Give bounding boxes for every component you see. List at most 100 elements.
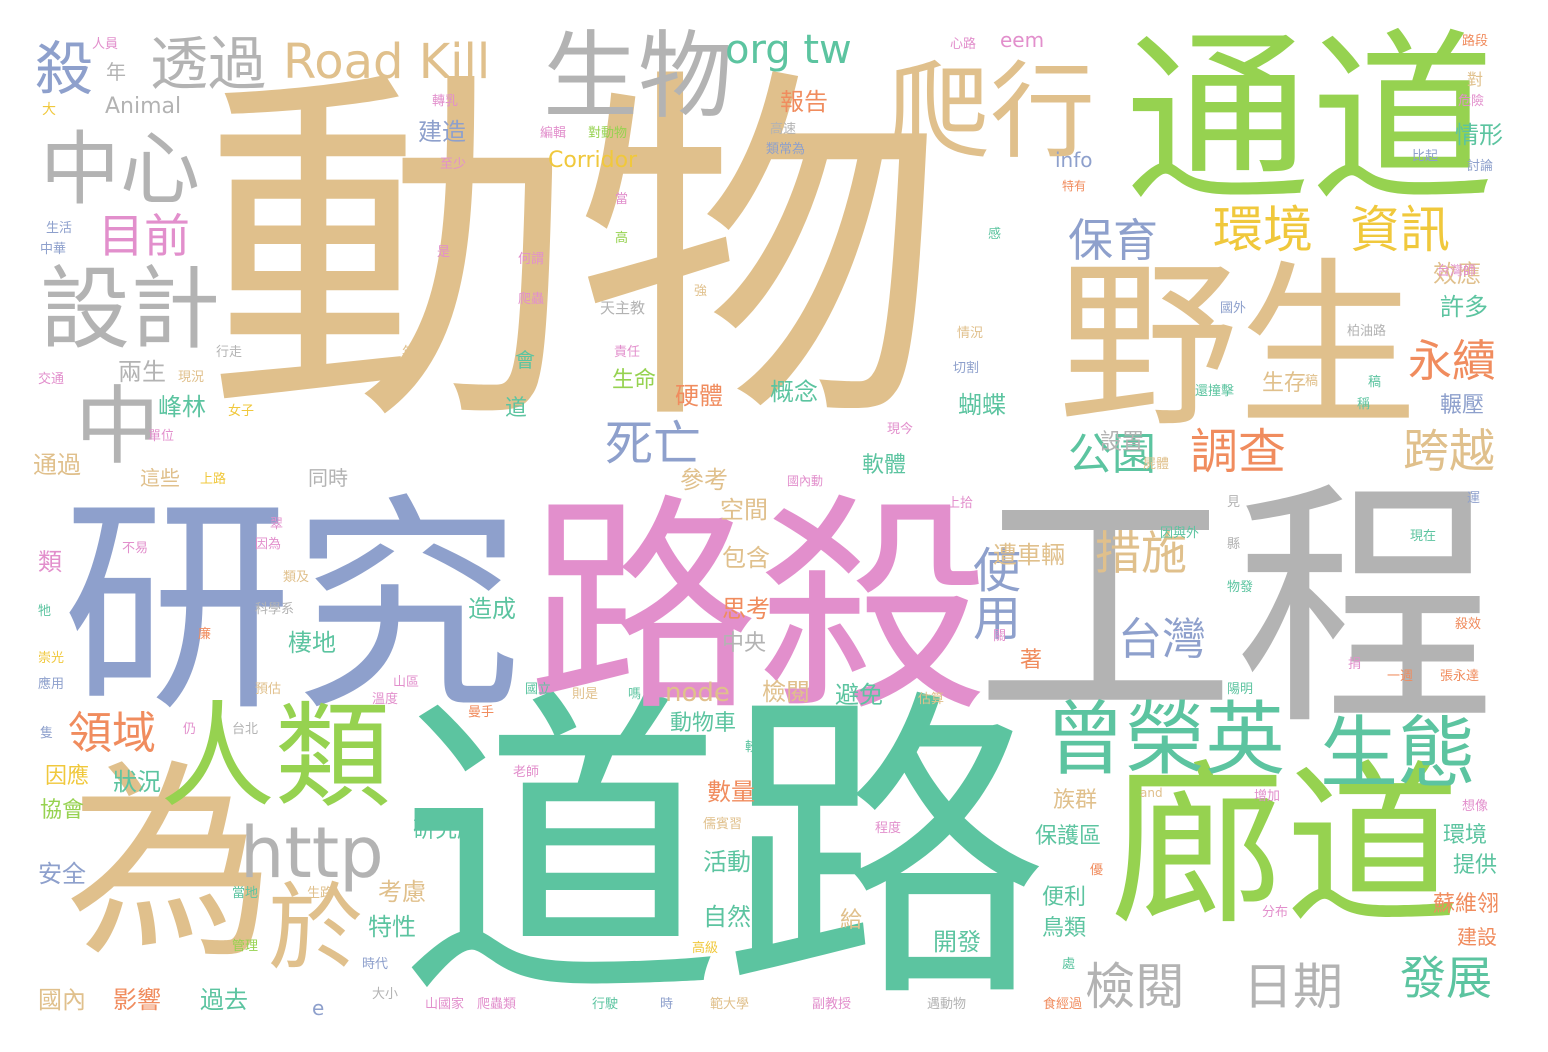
word: 過去	[200, 986, 248, 1014]
word: 工程	[975, 459, 1495, 761]
word: 空間	[720, 496, 768, 524]
word: 棲地	[288, 629, 336, 657]
word: 公園	[1068, 429, 1156, 480]
word: 硬體	[675, 382, 723, 410]
word: 因應	[45, 764, 90, 789]
word: 捐	[1348, 657, 1362, 672]
word: 生存	[1262, 371, 1307, 396]
word: 設計	[40, 257, 220, 362]
word: 行走	[216, 345, 243, 360]
word: 思考	[722, 595, 770, 623]
word: 目前	[98, 209, 190, 263]
word: 應用	[38, 677, 65, 692]
word: 討論	[1467, 159, 1494, 174]
word: 日期	[1243, 958, 1343, 1016]
word: 管理	[232, 939, 259, 954]
word: 翠	[270, 517, 284, 532]
word: 類及	[283, 570, 310, 585]
word: 上拾	[947, 496, 974, 511]
word: 保護區	[1035, 824, 1102, 849]
word: 包含	[722, 544, 770, 572]
word: 蘇維翎	[1433, 892, 1500, 917]
word: 特性	[368, 913, 416, 941]
word: Corridor	[548, 148, 638, 173]
word: 較	[745, 740, 759, 755]
word: 優	[1090, 863, 1104, 878]
word: 責任	[614, 345, 641, 360]
word: 檢閱	[1085, 958, 1185, 1016]
word: 台灣	[1118, 614, 1206, 665]
word: 關	[993, 629, 1007, 644]
word: 廉	[198, 627, 212, 642]
word: 增加	[1254, 789, 1281, 804]
word: 生路	[307, 886, 334, 901]
word: 類常為	[766, 142, 806, 157]
word: 保育	[1068, 214, 1159, 267]
word: 路段	[1462, 34, 1489, 49]
word: 活動	[703, 848, 751, 876]
word: 中心	[40, 123, 200, 216]
word: 廊道	[1110, 746, 1460, 949]
word: 研究所	[413, 818, 480, 843]
word: 年	[106, 60, 126, 84]
word: 科學系	[255, 602, 295, 617]
word: 建造	[418, 118, 466, 146]
word: 生物	[543, 22, 734, 132]
word: 仍	[183, 722, 197, 737]
word: 想像	[1462, 799, 1489, 814]
word: 還撞擊	[1195, 384, 1235, 399]
word: 同時	[308, 466, 348, 490]
word: 陽明	[1227, 682, 1254, 697]
word: 程度	[875, 821, 902, 836]
word: 影響	[113, 986, 161, 1014]
word: 生態	[1320, 709, 1477, 799]
word: 數量	[707, 778, 755, 806]
word: 動物車	[670, 711, 737, 736]
word: 環境	[1443, 823, 1488, 848]
word: 時代	[362, 957, 389, 972]
word: 遭車輛	[993, 541, 1065, 569]
word: 中	[75, 378, 161, 477]
word: 野生	[1058, 243, 1419, 452]
word: 編輯	[540, 126, 567, 141]
word: 於	[268, 874, 364, 984]
word: 台北	[232, 722, 259, 737]
word: Animal	[105, 94, 182, 119]
word: 縣	[1227, 537, 1241, 552]
word: 隻	[40, 726, 54, 741]
word: 分布	[1262, 905, 1289, 920]
word: 許多	[1440, 293, 1488, 321]
word: 物發	[1227, 580, 1254, 595]
word: 曾榮英	[1045, 693, 1285, 786]
word: 切割	[953, 361, 980, 376]
word: 為	[65, 742, 276, 987]
word: 生命	[612, 368, 657, 393]
word: 稿	[1368, 375, 1382, 390]
word: 會	[515, 348, 535, 372]
word: 軟體	[862, 453, 907, 478]
word: http	[240, 812, 384, 894]
word: 領域	[68, 708, 156, 759]
word: 崇光	[38, 651, 65, 666]
word: 著	[1020, 648, 1043, 673]
word: 比起	[1412, 149, 1439, 164]
word: 資訊	[1350, 201, 1450, 259]
word: 當地	[232, 886, 259, 901]
word: 參考	[680, 466, 728, 494]
word: 情形	[1455, 121, 1503, 149]
word: 張永達	[1440, 669, 1480, 684]
word: 處	[1062, 957, 1076, 972]
word: 使用	[964, 545, 1020, 641]
word: 副教授	[812, 997, 852, 1012]
word: 爬蟲	[518, 292, 545, 307]
word: 調查	[1190, 424, 1287, 480]
word: 強	[694, 284, 708, 299]
word: 狀況	[113, 768, 161, 796]
word: 類	[38, 548, 62, 576]
word: 路殺	[528, 476, 989, 743]
word: 預估	[255, 682, 282, 697]
word: 提供	[1453, 853, 1498, 878]
word: 則是	[572, 687, 599, 702]
word: 高	[615, 231, 629, 246]
word: 殺	[25, 38, 93, 96]
